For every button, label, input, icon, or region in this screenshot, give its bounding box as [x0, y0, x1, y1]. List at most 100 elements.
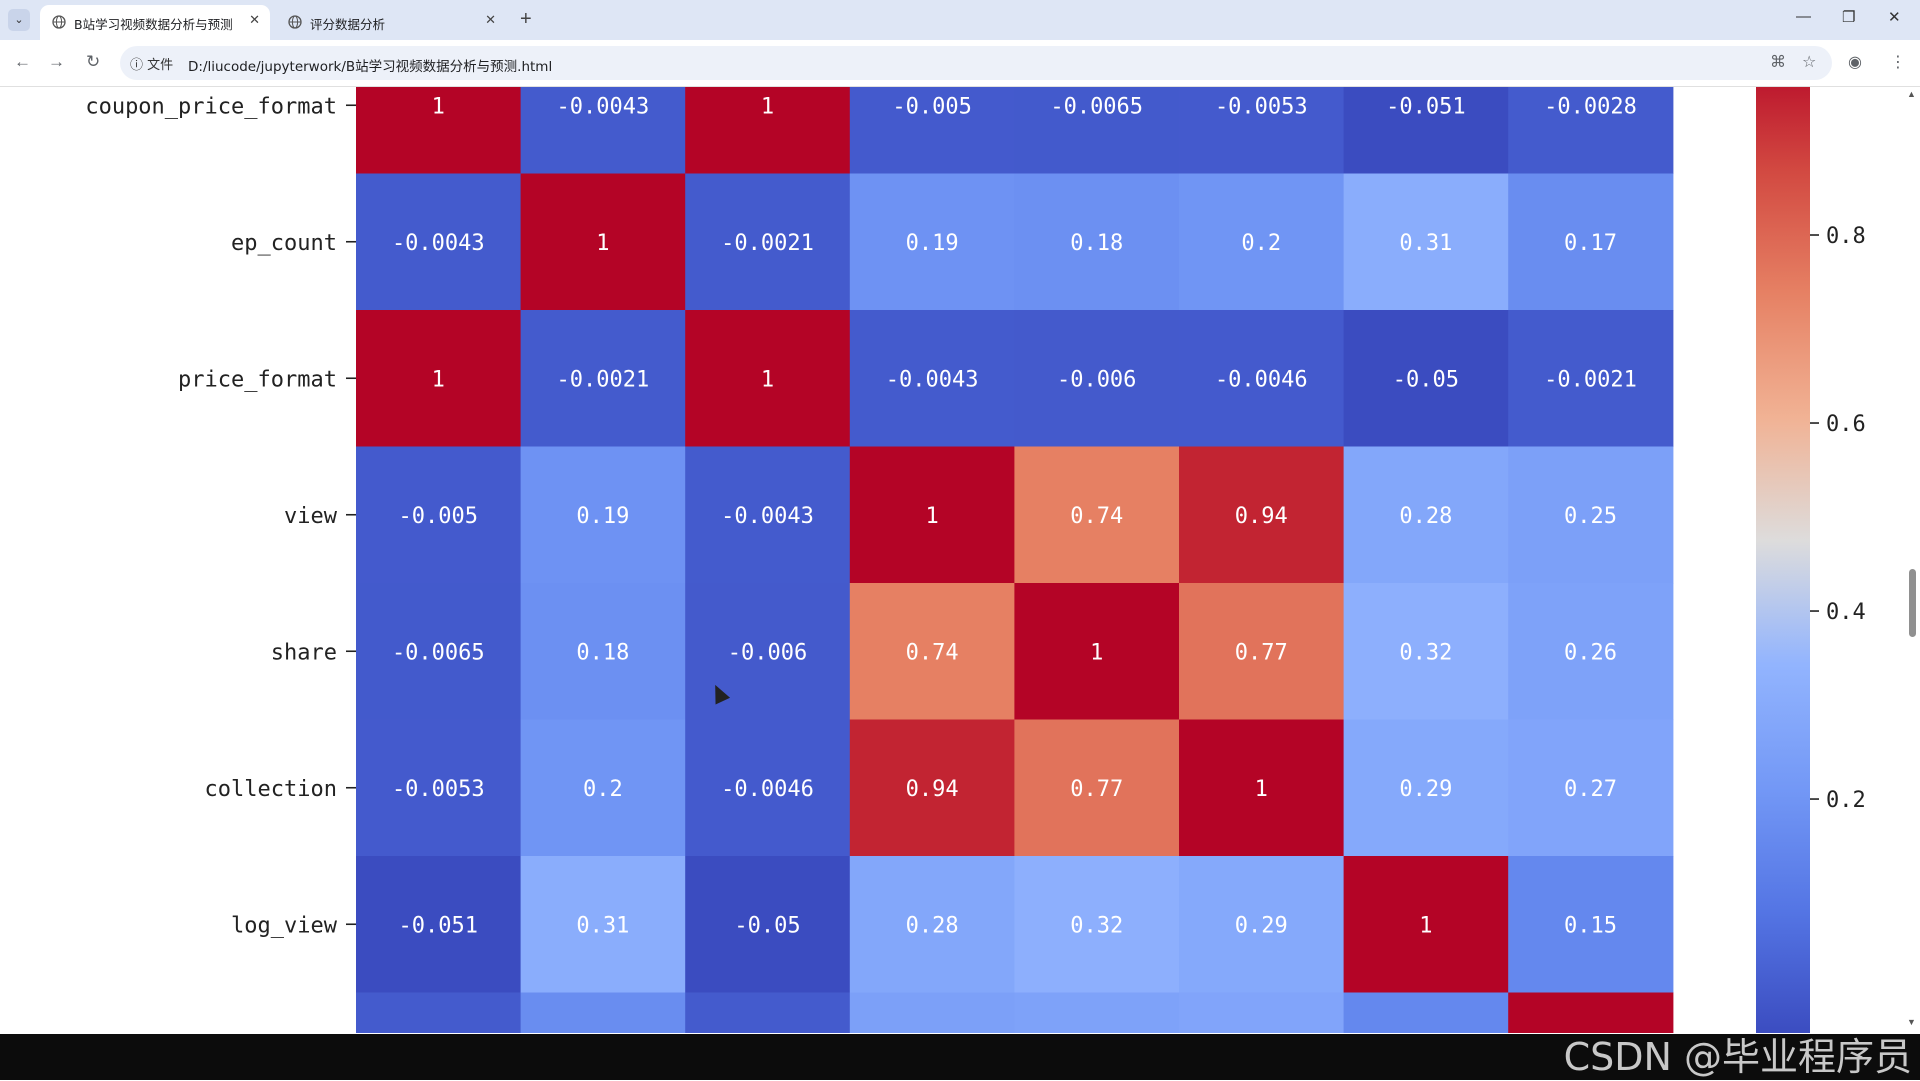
back-icon[interactable]: ← — [14, 52, 31, 71]
heatmap-cell — [520, 87, 686, 175]
row-label: ep_count — [231, 231, 337, 256]
menu-icon[interactable]: ⋮ — [1890, 54, 1906, 71]
tab-bar: ⌄ B站学习视频数据分析与预测 ✕ 评分数据分析 ✕ + — ❐ ✕ — [0, 0, 1920, 40]
watermark: CSDN @毕业程序员 — [1563, 1035, 1912, 1079]
heatmap-cell — [1508, 87, 1674, 175]
heatmap-cell-label: -0.0043 — [721, 504, 814, 529]
heatmap-cell — [356, 87, 522, 175]
heatmap-cell-label: 0.17 — [1564, 231, 1617, 256]
heatmap-cell — [1014, 173, 1180, 311]
heatmap-cell — [1508, 583, 1674, 721]
heatmap-cell — [1343, 87, 1509, 175]
heatmap-cell — [520, 583, 686, 721]
heatmap-cell — [1179, 310, 1345, 448]
heatmap-cell-label: -0.0021 — [721, 231, 814, 256]
address-bar[interactable]: ⓘ 文件 D:/liucode/jupyterwork/B站学习视频数据分析与预… — [120, 46, 1832, 80]
heatmap-cell-label: -0.0043 — [557, 94, 650, 119]
heatmap-cell-label: 0.18 — [1070, 231, 1123, 256]
heatmap-cell-label: 0.29 — [1399, 777, 1452, 802]
heatmap-cell-label: -0.0065 — [1050, 94, 1143, 119]
page-content: 1 -0.0043 1 -0.005 -0.0065 -0.0053 -0.051 -0.00… — [0, 87, 1920, 1033]
heatmap-cell — [1014, 310, 1180, 448]
colorbar-tick-label: 0.8 — [1826, 224, 1866, 249]
minimize-icon[interactable]: — — [1796, 8, 1811, 25]
heatmap-cell — [685, 446, 851, 584]
heatmap-cell-label: 0.19 — [576, 504, 629, 529]
heatmap-cell-label: -0.0053 — [392, 777, 485, 802]
bookmark-star-icon[interactable]: ☆ — [1802, 54, 1817, 71]
chevron-down-icon[interactable]: ⌄ — [8, 9, 30, 31]
heatmap-cell — [1179, 856, 1345, 994]
heatmap-cell-label: -0.005 — [892, 94, 971, 119]
colorbar: 0.2 0.4 0.6 0.8 — [1756, 87, 1866, 1033]
close-icon[interactable]: ✕ — [249, 13, 260, 28]
heatmap-cell-label: 0.28 — [906, 913, 959, 938]
close-icon[interactable]: ✕ — [485, 13, 496, 28]
heatmap-cell — [1343, 992, 1509, 1033]
row-label: price_format — [178, 367, 337, 392]
secure-label: 文件 — [147, 58, 174, 73]
tab-title: 评分数据分析 — [310, 17, 386, 32]
heatmap-cell-label: 0.25 — [1564, 504, 1617, 529]
heatmap-cell-label: -0.0021 — [557, 367, 650, 392]
heatmap-cell — [849, 87, 1015, 175]
heatmap-cell — [356, 583, 522, 721]
globe-icon — [288, 15, 302, 29]
heatmap-cell — [849, 173, 1015, 311]
heatmap-cell-label: -0.051 — [399, 913, 478, 938]
heatmap-cell-label: 0.2 — [583, 777, 623, 802]
heatmap-cell — [849, 446, 1015, 584]
translate-icon[interactable]: ⌘ — [1770, 54, 1786, 71]
heatmap-cell-label: 1 — [925, 504, 938, 529]
heatmap-cell — [849, 583, 1015, 721]
info-icon[interactable]: ⓘ 文件 — [130, 58, 174, 73]
heatmap-cell-label: 1 — [432, 94, 445, 119]
heatmap-cell — [685, 583, 851, 721]
heatmap-cell — [685, 856, 851, 994]
page-scrollbar[interactable]: ▲ ▼ — [1904, 87, 1920, 1033]
tab-title: B站学习视频数据分析与预测 — [74, 17, 233, 32]
heatmap-cell — [685, 173, 851, 311]
profile-icon[interactable]: ◉ — [1848, 54, 1862, 71]
heatmap-cell-label: -0.006 — [728, 640, 807, 665]
browser-toolbar: ← → ↻ ⓘ 文件 D:/liucode/jupyterwork/B站学习视频… — [0, 40, 1920, 87]
tab-active[interactable]: B站学习视频数据分析与预测 ✕ — [40, 5, 270, 40]
new-tab-button[interactable]: + — [520, 8, 532, 30]
heatmap-cell — [685, 992, 851, 1033]
scroll-thumb[interactable] — [1909, 569, 1916, 637]
colorbar-tick-label: 0.6 — [1826, 412, 1866, 437]
heatmap-cell-label: 0.94 — [1235, 504, 1288, 529]
heatmap-cell — [1508, 992, 1674, 1033]
tab-inactive[interactable]: 评分数据分析 ✕ — [276, 5, 506, 40]
heatmap-cell-label: 0.94 — [906, 777, 959, 802]
restore-icon[interactable]: ❐ — [1842, 9, 1856, 26]
scroll-up-icon[interactable]: ▲ — [1907, 89, 1916, 99]
heatmap-cell-label: 1 — [596, 231, 609, 256]
heatmap-cell-label: 0.18 — [576, 640, 629, 665]
heatmap-cell — [849, 992, 1015, 1033]
heatmap-cell — [1014, 87, 1180, 175]
row-label: share — [271, 640, 337, 665]
heatmap-cell — [849, 856, 1015, 994]
reload-icon[interactable]: ↻ — [86, 52, 101, 71]
heatmap-cell-label: 0.28 — [1399, 504, 1452, 529]
heatmap-cell-label: 1 — [1090, 640, 1103, 665]
heatmap-cell-label: 0.74 — [906, 640, 959, 665]
heatmap-cell-label: 0.77 — [1070, 777, 1123, 802]
heatmap-cell — [1179, 992, 1345, 1033]
heatmap-cell-label: 0.32 — [1399, 640, 1452, 665]
heatmap-cell — [685, 87, 851, 175]
taskbar — [0, 1034, 1920, 1080]
heatmap-cell — [520, 173, 686, 311]
forward-icon[interactable]: → — [48, 52, 65, 71]
scroll-down-icon[interactable]: ▼ — [1907, 1017, 1916, 1027]
globe-icon — [52, 15, 66, 29]
heatmap-cell — [1508, 856, 1674, 994]
heatmap-cell — [685, 719, 851, 857]
url-text[interactable]: D:/liucode/jupyterwork/B站学习视频数据分析与预测.htm… — [188, 59, 553, 75]
window-close-icon[interactable]: ✕ — [1888, 9, 1901, 26]
heatmap-cell — [1343, 310, 1509, 448]
heatmap-cell-label: -0.005 — [399, 504, 478, 529]
heatmap-cell — [356, 992, 522, 1033]
heatmap-cell-label: 0.29 — [1235, 913, 1288, 938]
